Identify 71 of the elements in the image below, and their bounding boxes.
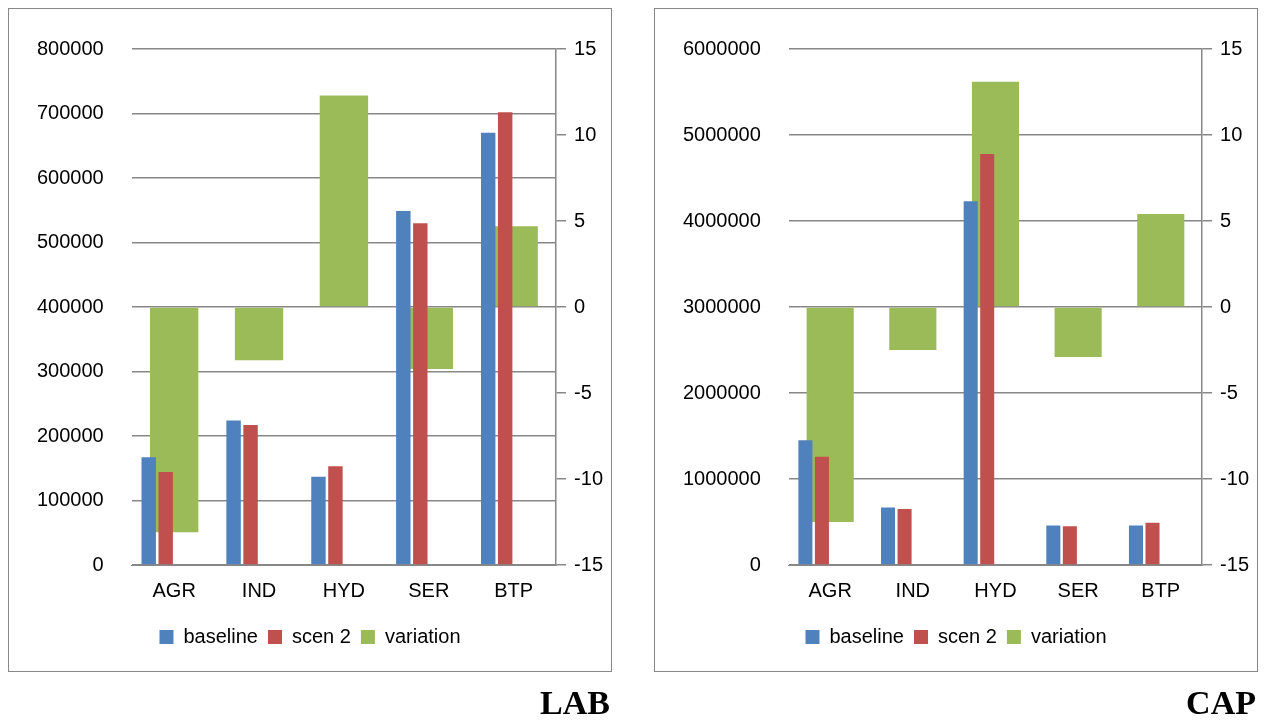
x-tick-label: BTP [1141, 578, 1181, 601]
bar [889, 307, 937, 350]
y-tick-label: 2000000 [682, 380, 761, 403]
y2-tick-label: 10 [1220, 122, 1243, 145]
y2-tick-label: 5 [1220, 208, 1232, 231]
bar [814, 456, 829, 565]
bar [234, 307, 284, 361]
legend-label: scen 2 [291, 624, 351, 647]
bar [1145, 522, 1160, 565]
x-tick-label: HYD [974, 578, 1017, 601]
legend-label: baseline [829, 624, 904, 647]
y-tick-label: 500000 [36, 230, 104, 253]
y-tick-label: 5000000 [682, 122, 761, 145]
bar [480, 132, 496, 565]
y2-tick-label: -15 [574, 552, 603, 575]
bar [311, 476, 326, 565]
y2-tick-label: 0 [1220, 294, 1232, 317]
bar [328, 466, 343, 565]
y2-tick-label: 10 [574, 122, 597, 145]
y2-tick-label: -5 [574, 380, 592, 403]
x-tick-label: SER [1057, 578, 1099, 601]
bar [141, 457, 156, 565]
y2-tick-label: -15 [1220, 552, 1249, 575]
bar [319, 95, 369, 307]
y2-tick-label: 0 [574, 294, 586, 317]
bar [1128, 525, 1143, 565]
legend-label: scen 2 [937, 624, 997, 647]
y-tick-label: 0 [749, 552, 761, 575]
bar [881, 507, 896, 565]
text: LAB [539, 684, 611, 722]
bar [1046, 525, 1061, 565]
y-tick-label: 200000 [36, 423, 104, 446]
y-tick-label: 1000000 [682, 466, 761, 489]
x-tick-label: IND [895, 578, 931, 601]
bar [226, 420, 241, 565]
y2-tick-label: -10 [574, 466, 603, 489]
y2-tick-label: 5 [574, 208, 586, 231]
bar [396, 210, 411, 565]
y-tick-label: 6000000 [682, 36, 761, 59]
y-tick-label: 600000 [36, 165, 104, 188]
x-tick-label: IND [241, 578, 277, 601]
y-tick-label: 100000 [36, 488, 104, 511]
y-tick-label: 800000 [36, 36, 104, 59]
bar [798, 440, 813, 565]
bar [980, 153, 995, 565]
bar [243, 425, 258, 565]
y-tick-label: 300000 [36, 359, 104, 382]
x-tick-label: BTP [494, 578, 534, 601]
x-tick-label: SER [408, 578, 450, 601]
text: CAP [1185, 684, 1257, 722]
bar [1054, 307, 1102, 357]
y2-tick-label: -10 [1220, 466, 1249, 489]
legend-label: variation [384, 624, 461, 647]
legend-label: variation [1030, 624, 1107, 647]
y-tick-label: 0 [92, 552, 104, 575]
bar [1062, 526, 1077, 565]
legend-label: baseline [183, 624, 258, 647]
bar [897, 509, 912, 565]
x-tick-label: HYD [322, 578, 366, 601]
y2-tick-label: 15 [1220, 36, 1243, 59]
bar [963, 201, 978, 565]
y-tick-label: 4000000 [682, 208, 761, 231]
x-tick-label: AGR [152, 578, 196, 601]
bar [158, 472, 173, 565]
bar [1137, 214, 1185, 307]
y2-tick-label: -5 [1220, 380, 1238, 403]
y-tick-label: 700000 [36, 101, 104, 124]
x-tick-label: AGR [808, 578, 852, 601]
y-tick-label: 3000000 [682, 294, 761, 317]
y2-tick-label: 15 [574, 36, 597, 59]
y-tick-label: 400000 [36, 294, 104, 317]
